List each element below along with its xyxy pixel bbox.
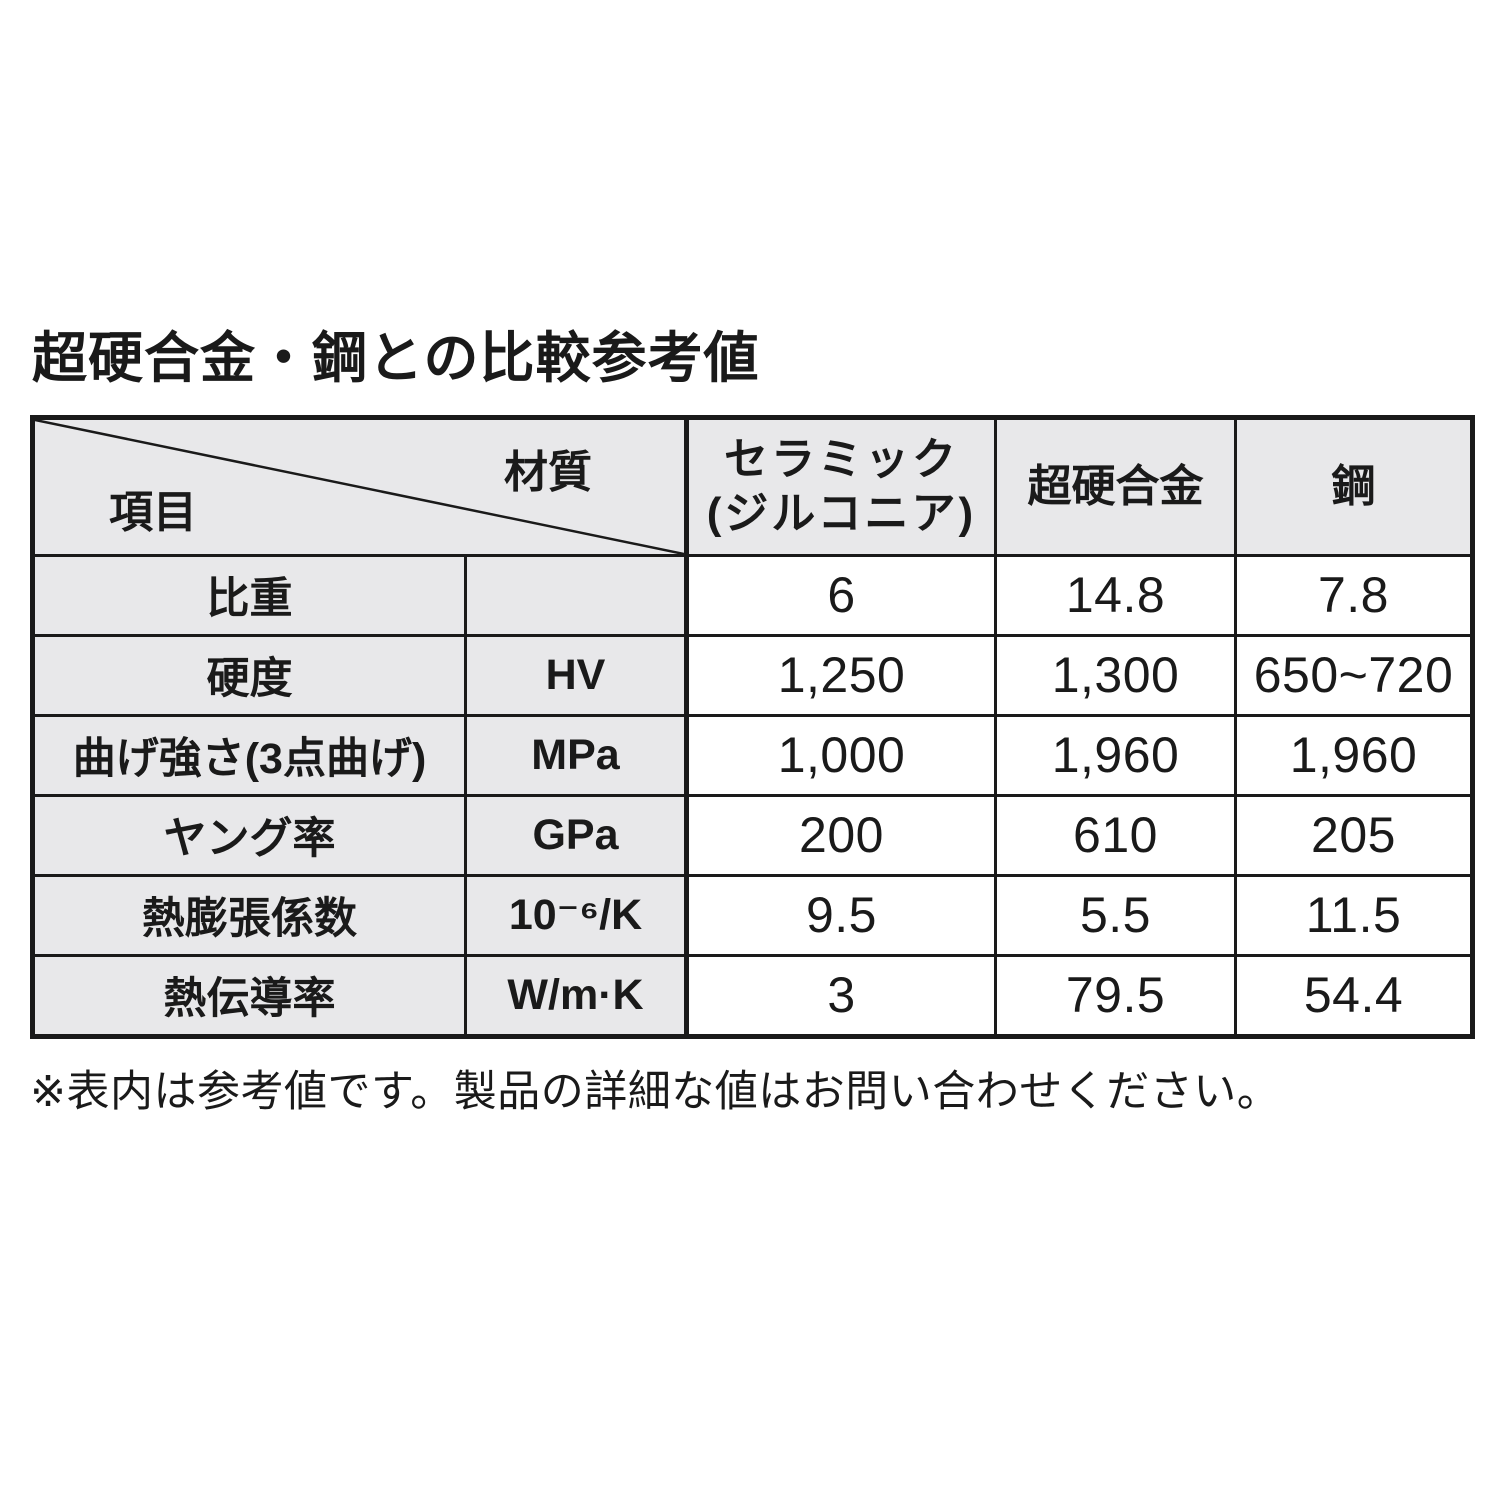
unit-cell: W/m·K bbox=[464, 953, 689, 1038]
column-header-ceramic: セラミック (ジルコニア) bbox=[685, 415, 997, 557]
value-cell-carbide: 5.5 bbox=[994, 873, 1237, 957]
value-cell-ceramic: 1,000 bbox=[685, 713, 997, 797]
table-row-bending-strength: 曲げ強さ(3点曲げ) MPa 1,000 1,960 1,960 bbox=[31, 713, 1474, 797]
table-row-hardness: 硬度 HV 1,250 1,300 650~720 bbox=[31, 633, 1474, 717]
value-cell-ceramic: 200 bbox=[685, 793, 997, 877]
value-cell-ceramic: 1,250 bbox=[685, 633, 997, 717]
value-cell-steel: 1,960 bbox=[1234, 713, 1474, 797]
table-row-thermal-expansion: 熱膨張係数 10⁻⁶/K 9.5 5.5 11.5 bbox=[31, 873, 1474, 957]
value-cell-steel: 54.4 bbox=[1234, 953, 1474, 1038]
document-sheet: 超硬合金・鋼との比較参考値 材質 項目 セラミック (ジルコニア) 超硬合金 鋼 bbox=[30, 327, 1475, 1119]
row-label: 硬度 bbox=[31, 633, 467, 717]
value-cell-steel: 650~720 bbox=[1234, 633, 1474, 717]
row-label: ヤング率 bbox=[31, 793, 467, 877]
comparison-table: 材質 項目 セラミック (ジルコニア) 超硬合金 鋼 比重 6 14.8 7.8… bbox=[30, 414, 1475, 1039]
table-row-specific-gravity: 比重 6 14.8 7.8 bbox=[31, 553, 1474, 637]
unit-cell bbox=[464, 553, 689, 637]
corner-label-item: 項目 bbox=[109, 487, 197, 537]
unit-cell: MPa bbox=[464, 713, 689, 797]
page-title: 超硬合金・鋼との比較参考値 bbox=[32, 327, 760, 389]
value-cell-ceramic: 3 bbox=[685, 953, 997, 1038]
value-cell-carbide: 610 bbox=[994, 793, 1237, 877]
row-label: 曲げ強さ(3点曲げ) bbox=[31, 713, 467, 797]
value-cell-carbide: 14.8 bbox=[994, 553, 1237, 637]
corner-cell: 材質 項目 bbox=[31, 415, 689, 557]
table-row-youngs-modulus: ヤング率 GPa 200 610 205 bbox=[31, 793, 1474, 877]
value-cell-ceramic: 6 bbox=[685, 553, 997, 637]
row-label: 比重 bbox=[31, 553, 467, 637]
value-cell-carbide: 1,960 bbox=[994, 713, 1237, 797]
footnote: ※表内は参考値です。製品の詳細な値はお問い合わせください。 bbox=[30, 1067, 1281, 1116]
value-cell-steel: 205 bbox=[1234, 793, 1474, 877]
value-cell-steel: 7.8 bbox=[1234, 553, 1474, 637]
value-cell-ceramic: 9.5 bbox=[685, 873, 997, 957]
unit-cell: GPa bbox=[464, 793, 689, 877]
table-row-thermal-conductivity: 熱伝導率 W/m·K 3 79.5 54.4 bbox=[31, 953, 1474, 1038]
corner-label-material: 材質 bbox=[504, 447, 592, 497]
header-row: 材質 項目 セラミック (ジルコニア) 超硬合金 鋼 bbox=[31, 415, 1474, 557]
value-cell-carbide: 79.5 bbox=[994, 953, 1237, 1038]
column-header-carbide: 超硬合金 bbox=[994, 415, 1237, 557]
value-cell-carbide: 1,300 bbox=[994, 633, 1237, 717]
value-cell-steel: 11.5 bbox=[1234, 873, 1474, 957]
row-label: 熱膨張係数 bbox=[31, 873, 467, 957]
unit-cell: 10⁻⁶/K bbox=[464, 873, 689, 957]
unit-cell: HV bbox=[464, 633, 689, 717]
diagonal-divider-line bbox=[35, 420, 684, 554]
row-label: 熱伝導率 bbox=[31, 953, 467, 1038]
column-header-steel: 鋼 bbox=[1234, 415, 1474, 557]
